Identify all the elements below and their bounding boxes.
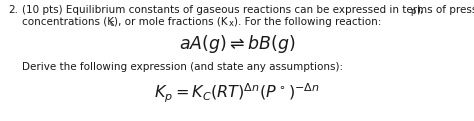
Text: (10 pts) Equilibrium constants of gaseous reactions can be expressed in terms of: (10 pts) Equilibrium constants of gaseou… xyxy=(22,5,474,15)
Text: ). For the following reaction:: ). For the following reaction: xyxy=(234,17,382,27)
Text: $K_p = K_C(RT)^{\Delta n}(P^\circ)^{-\Delta n}$: $K_p = K_C(RT)^{\Delta n}(P^\circ)^{-\De… xyxy=(154,82,320,105)
Text: x: x xyxy=(229,19,234,28)
Text: c: c xyxy=(109,19,114,28)
Text: Derive the following expression (and state any assumptions):: Derive the following expression (and sta… xyxy=(22,62,343,72)
Text: ), or mole fractions (K: ), or mole fractions (K xyxy=(114,17,228,27)
Text: concentrations (K: concentrations (K xyxy=(22,17,114,27)
Text: p: p xyxy=(410,7,415,16)
Text: ),: ), xyxy=(416,5,423,15)
Text: 2.: 2. xyxy=(8,5,18,15)
Text: $aA(g) \rightleftharpoons bB(g)$: $aA(g) \rightleftharpoons bB(g)$ xyxy=(179,33,295,55)
